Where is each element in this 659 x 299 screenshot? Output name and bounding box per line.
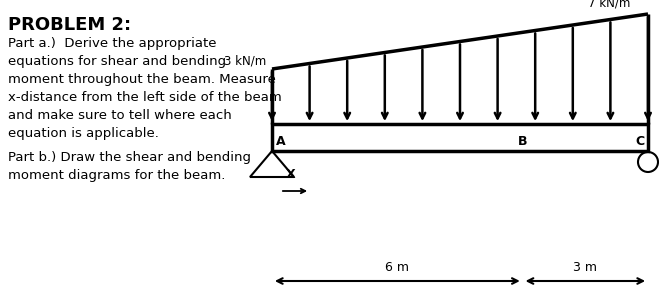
Text: 3 kN/m: 3 kN/m — [224, 54, 266, 67]
Text: equations for shear and bending: equations for shear and bending — [8, 55, 226, 68]
Text: A: A — [276, 135, 285, 148]
Text: B: B — [518, 135, 527, 148]
Text: and make sure to tell where each: and make sure to tell where each — [8, 109, 232, 122]
Bar — [272, 124, 648, 151]
Text: moment diagrams for the beam.: moment diagrams for the beam. — [8, 169, 225, 182]
Text: moment throughout the beam. Measure: moment throughout the beam. Measure — [8, 73, 276, 86]
Text: Part a.)  Derive the appropriate: Part a.) Derive the appropriate — [8, 37, 217, 50]
Text: 3 m: 3 m — [573, 261, 597, 274]
Text: equation is applicable.: equation is applicable. — [8, 127, 159, 140]
Text: Part b.) Draw the shear and bending: Part b.) Draw the shear and bending — [8, 151, 251, 164]
Text: 7 kN/m: 7 kN/m — [588, 0, 631, 10]
Text: PROBLEM 2:: PROBLEM 2: — [8, 16, 131, 34]
Text: X: X — [286, 168, 296, 181]
Text: 6 m: 6 m — [386, 261, 409, 274]
Text: C: C — [635, 135, 644, 148]
Text: x-distance from the left side of the beam: x-distance from the left side of the bea… — [8, 91, 282, 104]
